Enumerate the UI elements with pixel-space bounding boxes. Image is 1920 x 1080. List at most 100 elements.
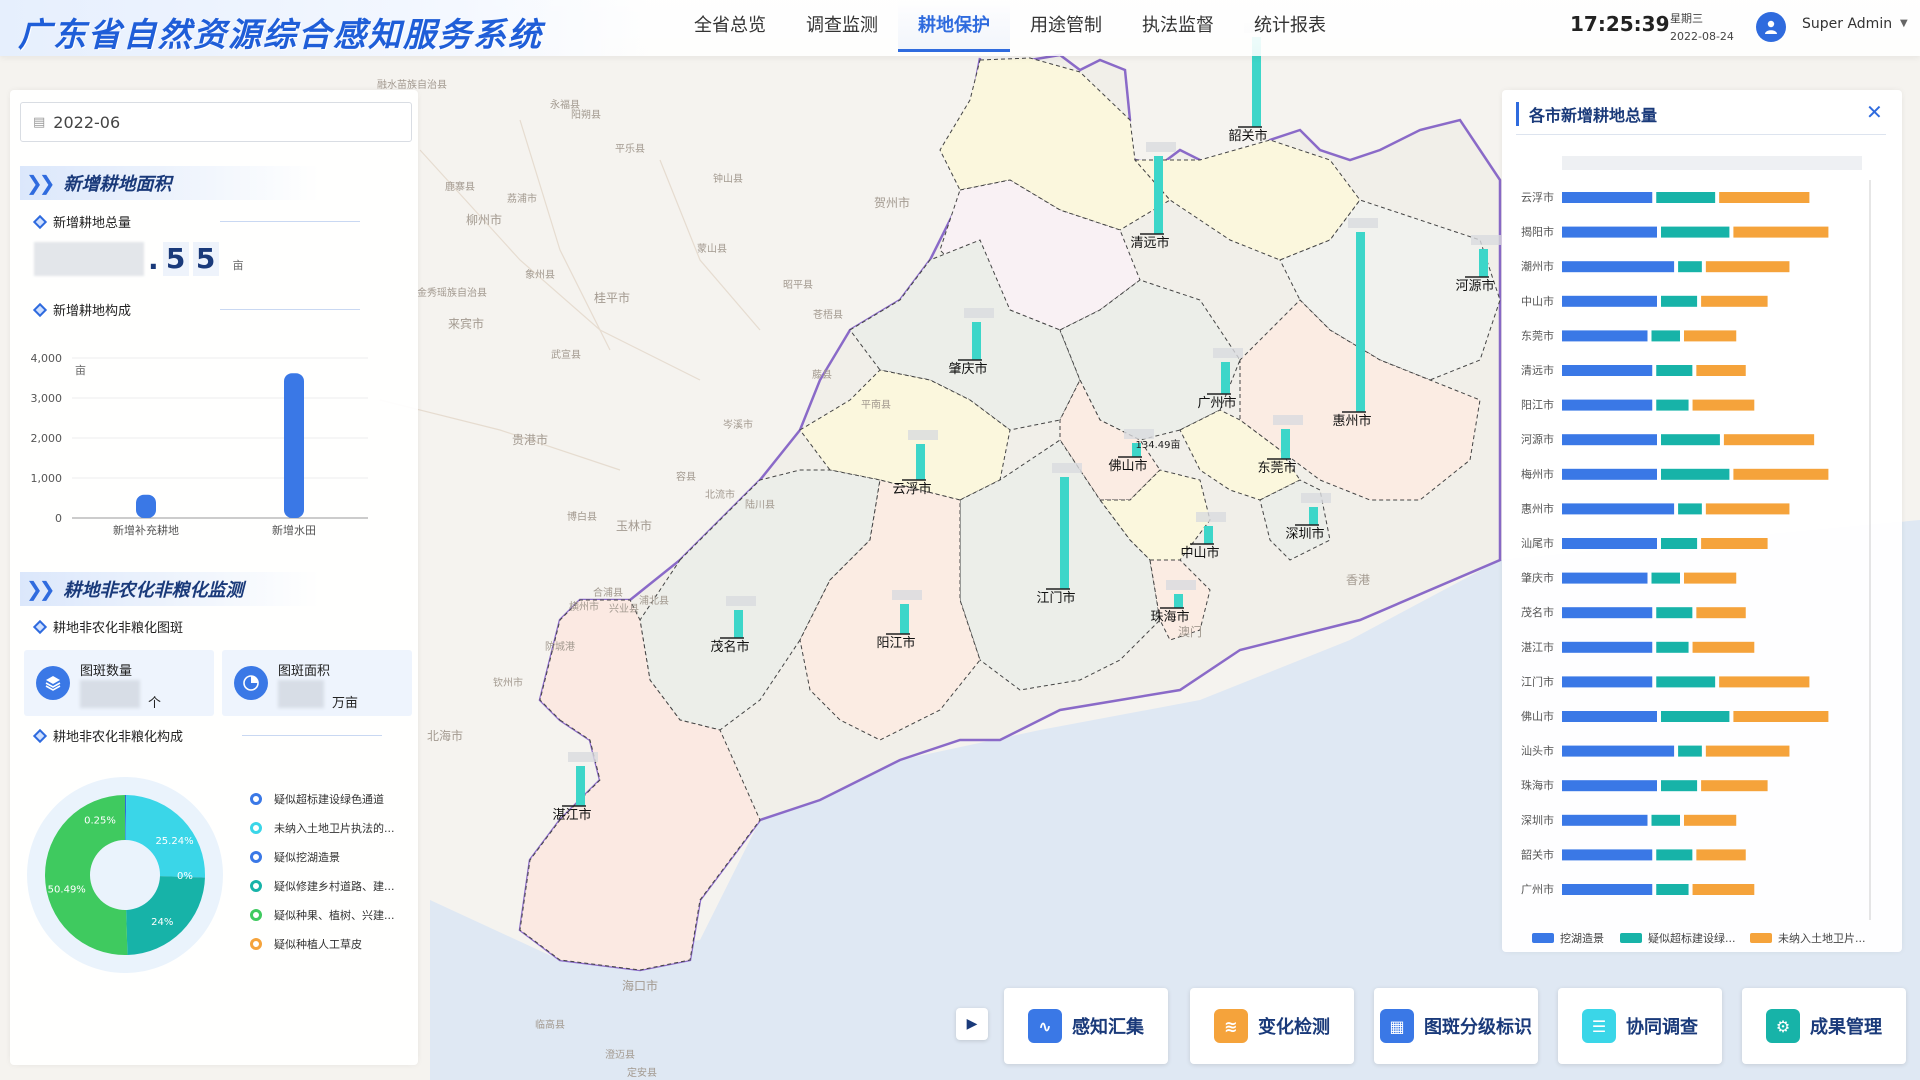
bar-segment [1678, 503, 1702, 515]
nav-tab-4[interactable]: 执法监督 [1142, 15, 1214, 36]
calendar-icon: ▤ [33, 114, 46, 130]
close-icon[interactable]: ✕ [1866, 100, 1883, 124]
toolbar-label: 协同调查 [1626, 1017, 1698, 1038]
legend-swatch-icon [250, 821, 262, 834]
y-tick-label: 东莞市 [1521, 328, 1554, 342]
month-picker[interactable]: ▤ 2022-06 [20, 102, 412, 142]
nav-tab-5[interactable]: 统计报表 [1254, 15, 1326, 36]
gear-icon: ⚙ [1766, 1009, 1800, 1043]
section-header-monitoring: ❯❯ 耕地非农化非粮化监测 [20, 572, 320, 606]
subheader-label: 耕地非农化非粮化构成 [53, 730, 184, 745]
legend-item[interactable]: 未纳入土地卫片执法的... [250, 813, 395, 842]
toolbar-button-4[interactable]: ⚙ 成果管理 [1742, 988, 1906, 1064]
donut-data-label: 25.24% [155, 836, 193, 847]
y-tick-label: 珠海市 [1521, 778, 1554, 792]
legend-label: 疑似超标建设绿... [1648, 931, 1736, 945]
bar-segment [1656, 676, 1716, 688]
patch-count-label: 图斑数量 [80, 664, 133, 679]
toolbar-button-0[interactable]: ∿ 感知汇集 [1004, 988, 1168, 1064]
bar-segment [1701, 780, 1768, 792]
user-name[interactable]: Super Admin [1802, 16, 1893, 32]
bar-segment [1719, 192, 1810, 203]
y-tick-label: 云浮市 [1521, 190, 1554, 204]
redacted-value [80, 680, 140, 708]
subheader-total: 新增耕地总量 [32, 212, 132, 231]
subheader-label: 新增耕地总量 [53, 216, 132, 231]
patch-cards: 图斑数量 个 图斑面积 万亩 [24, 650, 414, 716]
toolbar-button-3[interactable]: ☰ 协同调查 [1558, 988, 1722, 1064]
patch-count-card: 图斑数量 个 [24, 650, 214, 716]
bar-segment [1656, 365, 1693, 376]
legend-item[interactable]: 疑似种果、植树、兴建... [250, 900, 395, 929]
composition-donut-chart: 0.25% 25.24% 0% 24% 50.49% [27, 777, 223, 973]
legend-label: 疑似超标建设绿色通道 [274, 792, 384, 806]
legend-item[interactable]: 疑似挖湖造景 [250, 842, 395, 871]
donut-slice [125, 795, 205, 878]
total-digit: 5 [192, 242, 219, 276]
nav-tab-2[interactable]: 耕地保护 [898, 0, 1010, 52]
bar-segment [1562, 538, 1657, 549]
play-icon[interactable]: ▶ [956, 1008, 988, 1040]
legend-item[interactable]: 疑似超标建设绿色通道 [250, 784, 395, 813]
bar-segment [1562, 814, 1648, 826]
bar-segment [1696, 849, 1746, 861]
bar-segment [1684, 572, 1737, 584]
redacted-band [1562, 156, 1862, 170]
user-avatar-icon[interactable] [1756, 12, 1786, 42]
toolbar-button-1[interactable]: ≋ 变化检测 [1190, 988, 1354, 1064]
subheader-label: 新增耕地构成 [53, 304, 132, 319]
divider [220, 221, 360, 222]
bar-segment [1696, 365, 1746, 376]
chevron-right-icon: ❯❯ [26, 577, 55, 601]
nav-tab-1[interactable]: 调查监测 [806, 15, 878, 36]
bar-segment [1562, 849, 1653, 861]
legend-item[interactable]: 疑似修建乡村道路、建... [250, 871, 395, 900]
redacted-value [278, 680, 324, 708]
diamond-icon [32, 619, 48, 634]
nav-tab-0[interactable]: 全省总览 [694, 15, 766, 36]
pie-chart-icon [234, 666, 268, 700]
y-tick-label: 惠州市 [1521, 501, 1554, 515]
y-tick-label: 阳江市 [1521, 398, 1554, 412]
pulse-chart-icon: ∿ [1028, 1009, 1062, 1043]
title-banner [0, 0, 650, 56]
y-tick-label: 4,000 [31, 352, 63, 365]
toolbar-button-2[interactable]: ▦ 图斑分级标识 [1374, 988, 1538, 1064]
legend-label: 疑似种果、植树、兴建... [274, 908, 395, 922]
bar-segment [1656, 884, 1689, 895]
bar-segment [1719, 676, 1810, 688]
legend-swatch-icon [250, 908, 262, 921]
toolbar-label: 感知汇集 [1072, 1017, 1144, 1038]
legend-swatch-icon [250, 792, 262, 805]
legend-item[interactable]: 疑似种植人工草皮 [250, 929, 395, 958]
bar-segment [1562, 295, 1657, 307]
y-tick-label: 2,000 [31, 432, 63, 445]
bar-segment [1678, 745, 1702, 757]
collab-survey-icon: ☰ [1582, 1009, 1616, 1043]
nav-tab-3[interactable]: 用途管制 [1030, 15, 1102, 36]
y-tick-label: 3,000 [31, 392, 63, 405]
legend-label: 疑似种植人工草皮 [274, 937, 362, 951]
y-tick-label: 0 [55, 512, 62, 525]
diamond-icon [32, 728, 48, 743]
bar-segment [1701, 538, 1768, 549]
legend-label: 疑似挖湖造景 [274, 850, 340, 864]
legend-label: 挖湖造景 [1560, 931, 1604, 945]
legend-swatch [1620, 933, 1642, 943]
chevron-right-icon: ❯❯ [26, 171, 55, 195]
subheader-composition2: 耕地非农化非粮化构成 [32, 726, 184, 745]
donut-slice [125, 795, 127, 841]
bar-segment [1661, 468, 1730, 480]
bar-segment [1705, 503, 1790, 515]
right-panel: 各市新增耕地总量 ✕ 云浮市 揭阳市 潮州市 中山市 东莞市 清远市 阳江市 河源市 梅州市 惠州… [1502, 90, 1902, 952]
bar-segment [1723, 434, 1815, 446]
y-tick-label: 佛山市 [1521, 709, 1554, 723]
current-date: 2022-08-24 [1670, 30, 1734, 43]
bar-segment [1656, 607, 1693, 619]
y-axis-unit: 亩 [75, 363, 86, 377]
patch-area-card: 图斑面积 万亩 [222, 650, 412, 716]
chevron-down-icon[interactable]: ▼ [1900, 18, 1908, 29]
bar-segment [1562, 434, 1657, 446]
bar-segment [1705, 261, 1790, 273]
donut-data-label: 0.25% [84, 815, 116, 826]
